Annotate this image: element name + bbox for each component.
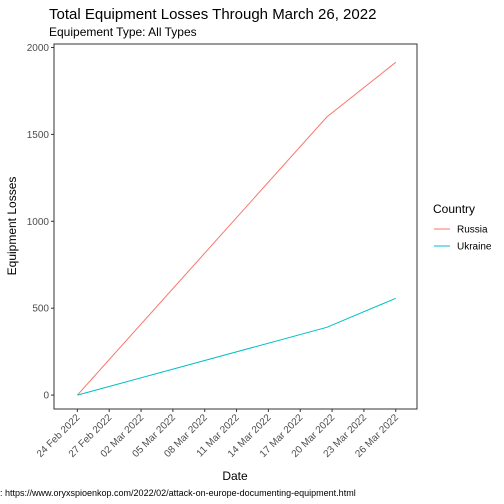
series-line-russia	[77, 61, 397, 396]
y-axis: 0 500 1000 1500 2000	[27, 43, 54, 402]
plot-panel	[53, 43, 418, 410]
series-lines	[77, 61, 397, 396]
legend-title: Country	[433, 202, 475, 216]
y-tick-label: 1500	[27, 130, 50, 141]
legend-label-russia: Russia	[457, 225, 488, 236]
y-tick-label: 0	[43, 391, 49, 402]
series-line-ukraine	[77, 297, 396, 396]
x-axis-title: Date	[222, 469, 248, 483]
caption: : https://www.oryxspioenkop.com/2022/02/…	[0, 488, 356, 498]
legend-label-ukraine: Ukraine	[457, 242, 492, 253]
y-tick-label: 1000	[27, 217, 50, 228]
chart-title: Total Equipment Losses Through March 26,…	[49, 6, 376, 23]
chart-subtitle: Equipement Type: All Types	[49, 25, 197, 39]
y-axis-title: Equipment Losses	[5, 177, 19, 276]
y-tick-label: 2000	[27, 43, 50, 54]
y-tick-label: 500	[32, 304, 49, 315]
legend: Country Russia Ukraine	[433, 202, 492, 253]
